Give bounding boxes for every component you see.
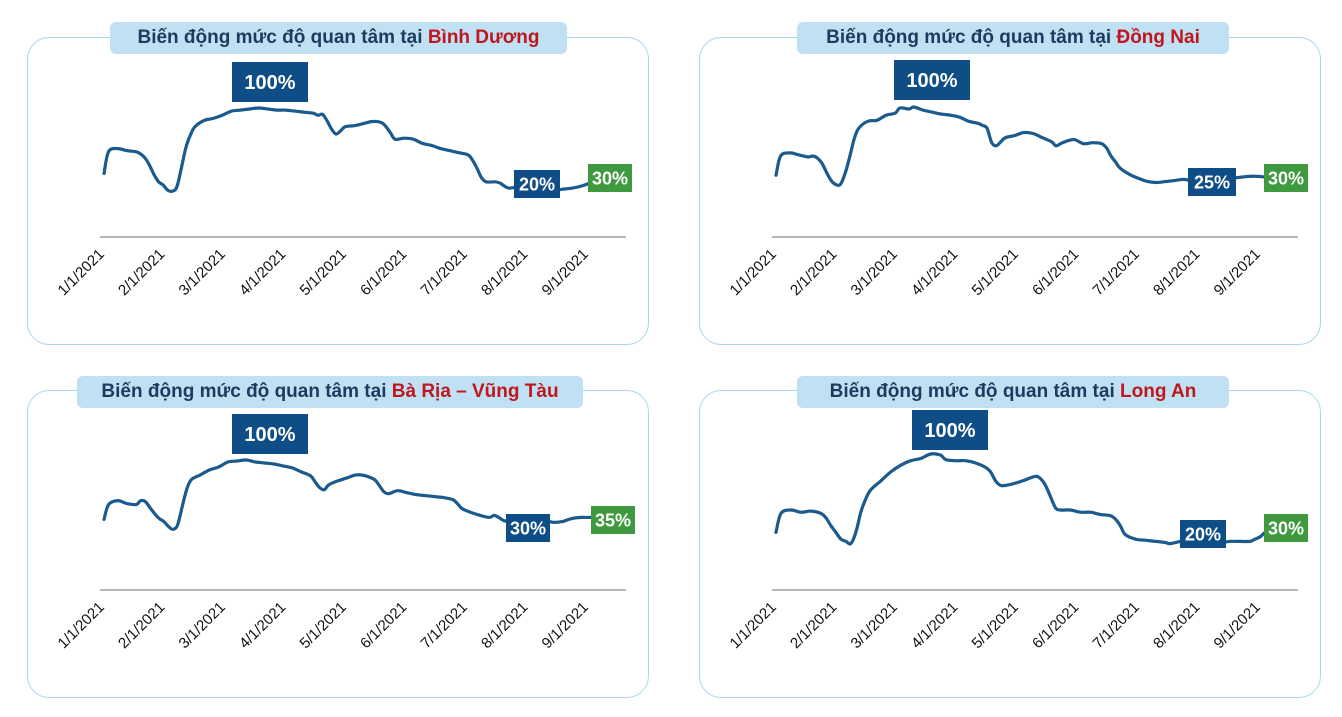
panel-ba-ria-vung-tau xyxy=(27,390,649,698)
chart-title-prefix: Biến động mức độ quan tâm tại xyxy=(137,27,423,48)
x-tick-label: 5/1/2021 xyxy=(969,599,1022,652)
annotation-mid: 30% xyxy=(506,514,550,542)
annotation-mid: 25% xyxy=(1188,168,1236,196)
x-tick-label: 4/1/2021 xyxy=(236,246,289,299)
annotation-mid-box xyxy=(1188,168,1236,196)
annotation-peak-label: 100% xyxy=(244,424,295,446)
x-tick-label: 8/1/2021 xyxy=(478,246,531,299)
x-tick-label: 9/1/2021 xyxy=(539,599,592,652)
chart-title-dong-nai: Biến động mức độ quan tâm tại Đồng Nai xyxy=(797,22,1229,54)
chart-1: 1/1/2021 2/1/2021 3/1/2021 4/1/2021 5/1/2021… xyxy=(727,60,1308,299)
annotation-mid-label: 20% xyxy=(1185,524,1221,544)
chart-title-ba-ria-vung-tau: Biến động mức độ quan tâm tại Bà Rịa – V… xyxy=(77,376,583,408)
annotation-mid-label: 20% xyxy=(519,174,555,194)
x-tick-label: 3/1/2021 xyxy=(848,599,901,652)
annotation-mid: 20% xyxy=(1180,520,1226,548)
annotation-end-box xyxy=(588,164,632,192)
x-tick-label: 7/1/2021 xyxy=(1090,599,1143,652)
annotation-peak-label: 100% xyxy=(906,70,957,92)
x-tick-label: 1/1/2021 xyxy=(727,599,780,652)
chart-0: 1/1/2021 2/1/2021 3/1/2021 4/1/2021 5/1/2021… xyxy=(55,62,632,299)
annotation-end-box xyxy=(591,506,635,534)
x-tick-label: 4/1/2021 xyxy=(236,599,289,652)
x-tick-label: 3/1/2021 xyxy=(176,246,229,299)
x-tick-label: 8/1/2021 xyxy=(1150,599,1203,652)
x-tick-label: 9/1/2021 xyxy=(539,246,592,299)
annotation-peak-label: 100% xyxy=(244,72,295,94)
x-tick-label: 8/1/2021 xyxy=(1150,246,1203,299)
x-tick-label: 2/1/2021 xyxy=(787,599,840,652)
chart-title-long-an: Biến động mức độ quan tâm tại Long An xyxy=(797,376,1229,408)
x-tick-label: 7/1/2021 xyxy=(418,599,471,652)
series-line xyxy=(774,105,1292,188)
chart-title-prefix: Biến động mức độ quan tâm tại xyxy=(826,27,1112,48)
annotation-end: 30% xyxy=(1264,514,1308,542)
annotation-mid-box xyxy=(514,170,560,198)
x-tick-label: 4/1/2021 xyxy=(908,246,961,299)
chart-title-highlight: Bà Rịa – Vũng Tàu xyxy=(391,381,559,402)
annotation-peak-box xyxy=(894,60,970,100)
x-tick-label: 5/1/2021 xyxy=(297,599,350,652)
annotation-mid-box xyxy=(506,514,550,542)
x-tick-label: 9/1/2021 xyxy=(1211,599,1264,652)
chart-3: 1/1/2021 2/1/2021 3/1/2021 4/1/2021 5/1/2021… xyxy=(727,410,1308,652)
x-tick-label: 6/1/2021 xyxy=(1029,599,1082,652)
annotation-end-label: 30% xyxy=(1268,518,1304,538)
x-tick-label: 6/1/2021 xyxy=(357,246,410,299)
annotation-mid-label: 25% xyxy=(1194,172,1230,192)
chart-title-highlight: Long An xyxy=(1120,381,1197,402)
x-tick-label: 2/1/2021 xyxy=(787,246,840,299)
annotation-peak-box xyxy=(232,62,308,102)
chart-title-binh-duong: Biến động mức độ quan tâm tại Bình Dương xyxy=(110,22,567,54)
x-tick-label: 6/1/2021 xyxy=(357,599,410,652)
chart-title-highlight: Bình Dương xyxy=(427,27,540,48)
annotation-peak-box xyxy=(912,410,988,450)
annotation-end-box xyxy=(1264,514,1308,542)
x-tick-label: 2/1/2021 xyxy=(115,599,168,652)
x-tick-label: 2/1/2021 xyxy=(115,246,168,299)
annotation-end-box xyxy=(1264,164,1308,192)
annotation-end-label: 30% xyxy=(592,168,628,188)
chart-title-prefix: Biến động mức độ quan tâm tại xyxy=(829,381,1115,402)
annotation-mid-box xyxy=(1180,520,1226,548)
x-tick-label: 1/1/2021 xyxy=(55,599,108,652)
x-tick-label: 1/1/2021 xyxy=(55,246,108,299)
annotation-end: 30% xyxy=(1264,164,1308,192)
x-tick-label: 1/1/2021 xyxy=(727,246,780,299)
x-tick-label: 9/1/2021 xyxy=(1211,246,1264,299)
x-tick-label: 4/1/2021 xyxy=(908,599,961,652)
x-tick-label: 8/1/2021 xyxy=(478,599,531,652)
annotation-peak: 100% xyxy=(894,60,970,100)
chart-title-highlight: Đồng Nai xyxy=(1116,27,1200,48)
annotation-end-label: 35% xyxy=(595,510,631,530)
chart-title-prefix: Biến động mức độ quan tâm tại xyxy=(101,381,387,402)
x-tick-label: 7/1/2021 xyxy=(1090,246,1143,299)
annotation-peak: 100% xyxy=(912,410,988,450)
annotation-mid-label: 30% xyxy=(510,518,546,538)
annotation-peak-label: 100% xyxy=(924,420,975,442)
annotation-peak: 100% xyxy=(232,62,308,102)
x-tick-label: 5/1/2021 xyxy=(297,246,350,299)
x-tick-label: 7/1/2021 xyxy=(418,246,471,299)
annotation-end: 30% xyxy=(588,164,632,192)
annotation-peak: 100% xyxy=(232,414,308,454)
annotation-mid: 20% xyxy=(514,170,560,198)
x-tick-label: 3/1/2021 xyxy=(176,599,229,652)
chart-2: 1/1/2021 2/1/2021 3/1/2021 4/1/2021 5/1/2021… xyxy=(55,414,635,652)
annotation-peak-box xyxy=(232,414,308,454)
x-tick-label: 6/1/2021 xyxy=(1029,246,1082,299)
x-tick-label: 5/1/2021 xyxy=(969,246,1022,299)
annotation-end: 35% xyxy=(591,506,635,534)
annotation-end-label: 30% xyxy=(1268,168,1304,188)
x-tick-label: 3/1/2021 xyxy=(848,246,901,299)
